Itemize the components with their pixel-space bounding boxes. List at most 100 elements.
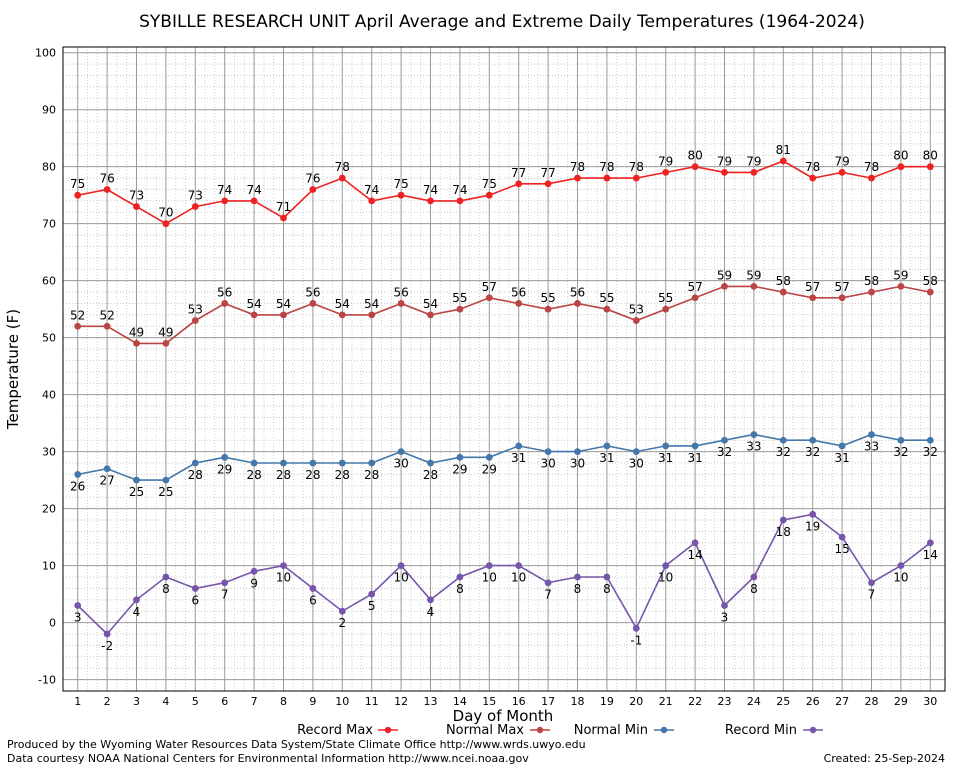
data-point-normal-max xyxy=(456,305,464,313)
x-tick-label: 30 xyxy=(923,695,937,708)
data-point-normal-max xyxy=(309,300,317,307)
data-label-normal-max: 53 xyxy=(629,303,644,317)
data-label-normal-max: 56 xyxy=(511,285,526,299)
data-point-normal-max xyxy=(250,311,258,319)
data-label-normal-min: 25 xyxy=(129,485,144,499)
data-label-normal-max: 49 xyxy=(129,325,144,339)
footer-created-date: Created: 25-Sep-2024 xyxy=(824,752,945,765)
data-point-normal-min xyxy=(103,465,111,473)
data-label-normal-max: 59 xyxy=(893,268,908,282)
y-tick-label: 90 xyxy=(42,104,56,117)
data-label-normal-max: 59 xyxy=(717,268,732,282)
data-label-record-max: 75 xyxy=(482,177,497,191)
y-tick-label: 30 xyxy=(42,446,56,459)
data-point-record-min xyxy=(397,562,405,570)
data-label-record-min: 8 xyxy=(162,582,170,596)
data-point-record-max xyxy=(544,180,552,188)
data-label-record-max: 80 xyxy=(687,149,702,163)
data-label-normal-min: 26 xyxy=(70,479,85,493)
data-point-normal-max xyxy=(221,300,229,307)
data-point-normal-max xyxy=(662,305,670,313)
data-label-normal-max: 57 xyxy=(834,280,849,294)
x-tick-label: 19 xyxy=(600,695,614,708)
data-point-normal-min xyxy=(632,448,640,456)
data-point-normal-max xyxy=(515,300,523,307)
data-label-record-min: 10 xyxy=(276,571,291,585)
data-label-normal-max: 56 xyxy=(305,285,320,299)
data-point-normal-min xyxy=(250,459,258,467)
data-label-record-min: 7 xyxy=(868,588,876,602)
data-label-normal-max: 54 xyxy=(276,297,291,311)
data-point-record-min xyxy=(662,562,670,570)
x-tick-label: 10 xyxy=(335,695,349,708)
data-label-normal-max: 55 xyxy=(658,291,673,305)
data-label-record-min: 7 xyxy=(544,588,552,602)
y-axis-label: Temperature (F) xyxy=(4,309,22,430)
data-label-normal-min: 28 xyxy=(364,468,379,482)
data-point-record-min xyxy=(750,573,758,581)
data-label-record-max: 74 xyxy=(423,183,438,197)
x-tick-label: 6 xyxy=(221,695,228,708)
data-point-record-min xyxy=(74,602,82,609)
data-label-normal-max: 56 xyxy=(217,285,232,299)
legend-swatch-marker-normal-max xyxy=(536,726,544,734)
data-label-record-min: 14 xyxy=(687,548,702,562)
data-label-normal-min: 32 xyxy=(717,445,732,459)
data-label-record-min: 4 xyxy=(133,605,141,619)
data-point-normal-min xyxy=(779,436,787,444)
data-label-record-max: 73 xyxy=(188,189,203,203)
data-point-record-max xyxy=(662,168,670,176)
data-label-normal-min: 31 xyxy=(687,451,702,465)
x-axis-label: Day of Month xyxy=(453,707,554,725)
x-tick-label: 27 xyxy=(835,695,849,708)
data-point-record-min xyxy=(926,539,934,547)
data-label-normal-min: 29 xyxy=(452,462,467,476)
y-tick-label: 0 xyxy=(49,617,56,630)
x-tick-label: 2 xyxy=(104,695,111,708)
major-grid xyxy=(63,47,945,691)
data-label-record-max: 74 xyxy=(452,183,467,197)
footer-produced-by: Produced by the Wyoming Water Resources … xyxy=(7,738,586,751)
data-point-record-max xyxy=(397,191,405,199)
data-point-normal-min xyxy=(897,436,905,444)
x-tick-label: 12 xyxy=(394,695,408,708)
data-point-normal-max xyxy=(427,311,434,319)
data-point-normal-max xyxy=(838,294,846,302)
footer-data-courtesy: Data courtesy NOAA National Centers for … xyxy=(7,752,529,765)
x-tick-label: 25 xyxy=(776,695,790,708)
data-point-normal-max xyxy=(603,305,611,313)
data-label-record-min: 3 xyxy=(721,611,729,625)
data-point-normal-max xyxy=(750,282,758,290)
data-point-record-min xyxy=(427,596,434,604)
data-point-record-max xyxy=(838,168,846,176)
data-point-record-max xyxy=(74,191,82,199)
data-point-normal-min xyxy=(515,442,523,450)
data-point-record-max xyxy=(280,214,287,222)
data-label-normal-min: 30 xyxy=(540,457,555,471)
data-point-normal-max xyxy=(397,300,405,307)
data-point-normal-min xyxy=(662,442,670,450)
data-label-record-max: 76 xyxy=(305,171,320,185)
data-label-record-min: 15 xyxy=(834,542,849,556)
data-point-normal-max xyxy=(103,322,111,330)
data-point-normal-max xyxy=(809,294,817,302)
data-point-normal-max xyxy=(868,288,875,296)
data-label-record-max: 78 xyxy=(570,160,585,174)
data-label-normal-min: 28 xyxy=(276,468,291,482)
data-point-record-min xyxy=(779,516,787,524)
data-label-normal-max: 53 xyxy=(188,303,203,317)
data-point-record-max xyxy=(779,157,787,165)
data-label-normal-min: 28 xyxy=(188,468,203,482)
data-point-normal-min xyxy=(838,442,846,450)
y-tick-label: 60 xyxy=(42,275,56,288)
x-tick-label: 13 xyxy=(424,695,438,708)
data-label-normal-max: 57 xyxy=(482,280,497,294)
series-normal-max: 52 52 49 49 53 56 54 54 56 54 54 56 54 55 57 56 55 56 55 53… xyxy=(70,268,938,347)
data-point-normal-max xyxy=(368,311,376,319)
data-label-normal-min: 28 xyxy=(305,468,320,482)
data-label-record-max: 80 xyxy=(893,149,908,163)
data-point-record-min xyxy=(162,573,170,581)
data-point-normal-min xyxy=(162,476,170,484)
data-point-record-min xyxy=(544,579,552,587)
data-label-normal-min: 32 xyxy=(805,445,820,459)
